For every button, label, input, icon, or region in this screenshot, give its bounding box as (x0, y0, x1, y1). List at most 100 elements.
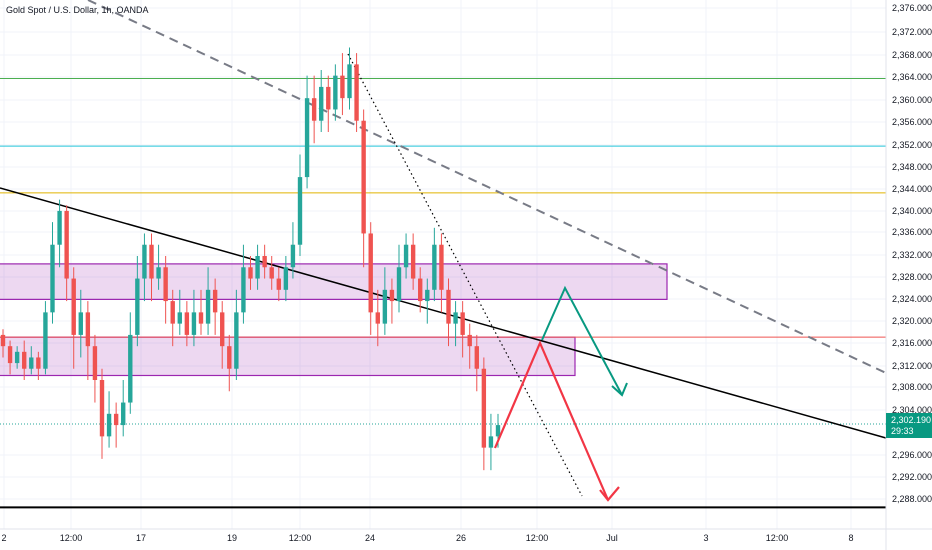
y-tick-label: 2,292.000 (892, 472, 932, 482)
candle-body (29, 357, 34, 369)
x-tick-label: 12:00 (60, 533, 83, 543)
candle-body (170, 301, 175, 324)
candle-body (410, 244, 416, 279)
candle-body (276, 278, 281, 290)
x-tick-label: 24 (365, 533, 375, 543)
candle-body (113, 413, 119, 426)
grid (0, 0, 886, 529)
x-tick-label: 2 (1, 533, 6, 543)
candle-body (311, 98, 317, 121)
descending-trend-line (0, 187, 887, 439)
y-tick-label: 2,344.000 (892, 184, 932, 194)
candle-body (36, 357, 41, 369)
candle-body (184, 312, 190, 335)
bearish-projection-arrow (493, 340, 610, 501)
horizontal-lines-layer (0, 77, 886, 509)
candle-body (22, 351, 27, 369)
candle-body (99, 380, 105, 437)
candle-body (106, 413, 112, 437)
zones-layer (0, 263, 668, 377)
candle-body (361, 120, 366, 234)
candle-body (439, 244, 444, 290)
y-tick-label: 2,328.000 (892, 272, 932, 282)
candle-body (290, 244, 296, 268)
candle-body (283, 267, 289, 290)
candle-body (396, 267, 402, 302)
candle-body (488, 436, 494, 448)
x-tick-label: 8 (848, 533, 853, 543)
y-tick-label: 2,336.000 (892, 227, 932, 237)
x-tick-label: 17 (136, 533, 146, 543)
candle-body (0, 334, 6, 347)
candle-body (319, 86, 324, 121)
countdown-label: 29:33 (891, 426, 914, 436)
candle-body (375, 312, 380, 324)
candle-body (78, 312, 83, 335)
candle-body (14, 351, 20, 364)
candles-layer (0, 47, 501, 471)
candle-body (481, 368, 487, 448)
candle-body (446, 289, 451, 324)
candle-body (269, 267, 274, 279)
y-tick-label: 2,360.000 (892, 95, 932, 105)
candle-body (418, 278, 423, 302)
candle-body (425, 289, 430, 302)
candle-body (7, 346, 13, 364)
y-tick-label: 2,324.000 (892, 294, 932, 304)
candle-body (495, 425, 501, 437)
candle-body (326, 86, 331, 110)
candle-body (467, 334, 472, 347)
x-tick-label: 26 (456, 533, 466, 543)
y-tick-label: 2,372.000 (892, 27, 932, 37)
y-tick-label: 2,340.000 (892, 206, 932, 216)
candle-body (92, 346, 98, 380)
y-tick-label: 2,308.000 (892, 382, 932, 392)
y-tick-label: 2,368.000 (892, 50, 932, 60)
current-price-badge-bg (886, 413, 932, 438)
candle-body (340, 75, 345, 99)
candle-body (128, 334, 133, 403)
candle-body (142, 244, 147, 279)
x-tick-label: Jul (606, 533, 618, 543)
candle-body (262, 256, 267, 268)
y-tick-label: 2,352.000 (892, 140, 932, 150)
candle-body (432, 244, 437, 290)
candle-body (241, 267, 246, 313)
y-tick-label: 2,320.000 (892, 316, 932, 326)
candle-body (43, 312, 48, 369)
candle-body (64, 210, 69, 279)
x-tick-label: 12:00 (526, 533, 549, 543)
y-tick-label: 2,348.000 (892, 162, 932, 172)
candle-body (191, 312, 197, 335)
candle-body (149, 244, 154, 279)
y-tick-label: 2,312.000 (892, 361, 932, 371)
candle-body (333, 75, 338, 110)
candle-body (57, 210, 62, 245)
candle-body (347, 64, 352, 99)
x-tick-label: 3 (703, 533, 708, 543)
candle-body (368, 233, 373, 313)
candle-body (156, 267, 161, 279)
y-tick-label: 2,288.000 (892, 494, 932, 504)
x-tick-label: 12:00 (289, 533, 312, 543)
candle-body (71, 278, 76, 335)
current-price-label: 2,302.190 (891, 415, 931, 425)
candle-body (198, 312, 204, 324)
candle-body (85, 312, 91, 347)
y-tick-label: 2,356.000 (892, 117, 932, 127)
candle-body (255, 256, 260, 279)
drawings-layer (0, 0, 887, 497)
candle-body (135, 278, 140, 335)
chart-title: Gold Spot / U.S. Dollar, 1h, OANDA (6, 5, 149, 15)
candle-body (297, 177, 303, 245)
candle-body (389, 289, 395, 302)
candle-body (121, 402, 126, 426)
candle-body (453, 312, 458, 324)
candle-body (248, 267, 253, 279)
candle-body (460, 312, 465, 335)
candle-body (227, 346, 232, 369)
x-tick-label: 12:00 (766, 533, 789, 543)
